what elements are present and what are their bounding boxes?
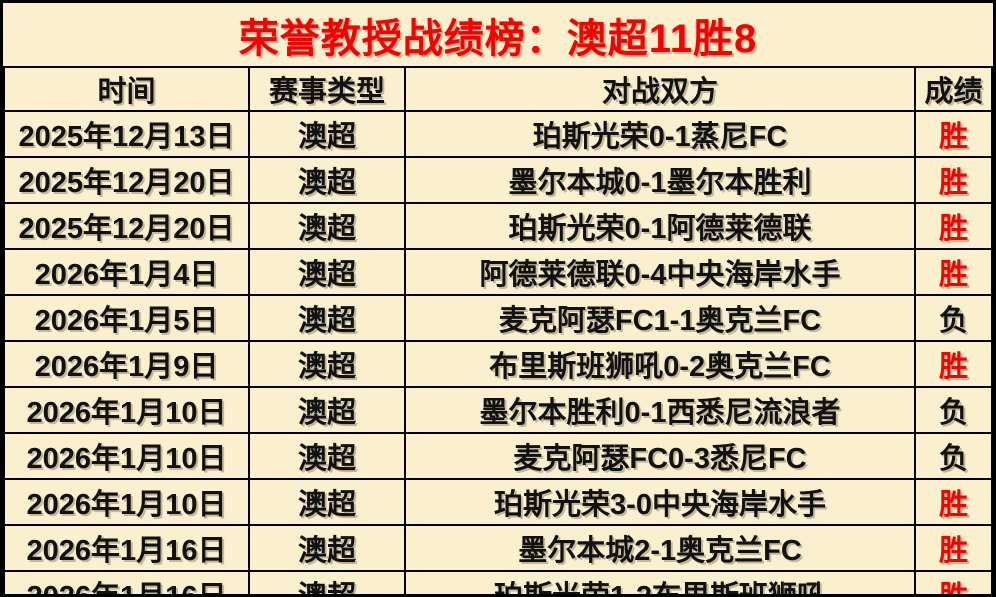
- result-cell: 胜: [914, 524, 993, 572]
- table-row: 2026年1月16日 澳超 墨尔本城2-1奥克兰FC 胜: [3, 524, 993, 572]
- competition-type-cell: 澳超: [248, 340, 406, 388]
- date-cell: 2026年1月4日: [3, 248, 250, 296]
- competition-type-cell: 澳超: [248, 386, 406, 434]
- result-cell: 胜: [914, 110, 993, 158]
- competition-type-cell: 澳超: [248, 570, 406, 594]
- matchup-cell: 墨尔本城0-1墨尔本胜利: [404, 156, 916, 204]
- competition-type-cell: 澳超: [248, 248, 406, 296]
- matchup-cell: 墨尔本城2-1奥克兰FC: [404, 524, 916, 572]
- col-header-competition-type: 赛事类型: [248, 66, 406, 112]
- table-body: 2025年12月13日 澳超 珀斯光荣0-1蒸尼FC 胜 2025年12月20日…: [3, 110, 993, 594]
- matchup-cell: 珀斯光荣3-0中央海岸水手: [404, 478, 916, 526]
- date-cell: 2025年12月20日: [3, 156, 250, 204]
- date-cell: 2026年1月16日: [3, 524, 250, 572]
- result-cell: 负: [914, 432, 993, 480]
- result-cell: 胜: [914, 478, 993, 526]
- table-row: 2026年1月16日 澳超 珀斯光荣1-2布里斯班狮吼 胜: [3, 570, 993, 594]
- date-cell: 2026年1月9日: [3, 340, 250, 388]
- matchup-cell: 阿德莱德联0-4中央海岸水手: [404, 248, 916, 296]
- col-header-time: 时间: [3, 66, 250, 112]
- table-row: 2025年12月13日 澳超 珀斯光荣0-1蒸尼FC 胜: [3, 110, 993, 158]
- date-cell: 2026年1月16日: [3, 570, 250, 594]
- col-header-matchup: 对战双方: [404, 66, 916, 112]
- competition-type-cell: 澳超: [248, 156, 406, 204]
- result-cell: 胜: [914, 248, 993, 296]
- matchup-cell: 麦克阿瑟FC0-3悉尼FC: [404, 432, 916, 480]
- date-cell: 2026年1月5日: [3, 294, 250, 342]
- table-row: 2026年1月4日 澳超 阿德莱德联0-4中央海岸水手 胜: [3, 248, 993, 296]
- matchup-cell: 珀斯光荣0-1阿德莱德联: [404, 202, 916, 250]
- date-cell: 2026年1月10日: [3, 386, 250, 434]
- result-cell: 负: [914, 386, 993, 434]
- competition-type-cell: 澳超: [248, 294, 406, 342]
- date-cell: 2026年1月10日: [3, 432, 250, 480]
- matchup-cell: 珀斯光荣1-2布里斯班狮吼: [404, 570, 916, 594]
- result-cell: 负: [914, 294, 993, 342]
- matchup-cell: 布里斯班狮吼0-2奥克兰FC: [404, 340, 916, 388]
- competition-type-cell: 澳超: [248, 110, 406, 158]
- competition-type-cell: 澳超: [248, 202, 406, 250]
- matchup-cell: 墨尔本胜利0-1西悉尼流浪者: [404, 386, 916, 434]
- result-cell: 胜: [914, 570, 993, 594]
- col-header-result: 成绩: [914, 66, 993, 112]
- record-table: 时间 赛事类型 对战双方 成绩 2025年12月13日 澳超 珀斯光荣0-1蒸尼…: [3, 66, 993, 594]
- header-row: 时间 赛事类型 对战双方 成绩: [3, 66, 993, 112]
- table-row: 2026年1月5日 澳超 麦克阿瑟FC1-1奥克兰FC 负: [3, 294, 993, 342]
- poster-title: 荣誉教授战绩榜：澳超11胜8: [238, 16, 758, 61]
- result-cell: 胜: [914, 202, 993, 250]
- table-row: 2025年12月20日 澳超 墨尔本城0-1墨尔本胜利 胜: [3, 156, 993, 204]
- matchup-cell: 麦克阿瑟FC1-1奥克兰FC: [404, 294, 916, 342]
- date-cell: 2025年12月13日: [3, 110, 250, 158]
- result-cell: 胜: [914, 156, 993, 204]
- table-row: 2025年12月20日 澳超 珀斯光荣0-1阿德莱德联 胜: [3, 202, 993, 250]
- matchup-cell: 珀斯光荣0-1蒸尼FC: [404, 110, 916, 158]
- table-row: 2026年1月10日 澳超 珀斯光荣3-0中央海岸水手 胜: [3, 478, 993, 526]
- table-row: 2026年1月10日 澳超 麦克阿瑟FC0-3悉尼FC 负: [3, 432, 993, 480]
- competition-type-cell: 澳超: [248, 478, 406, 526]
- table-row: 2026年1月9日 澳超 布里斯班狮吼0-2奥克兰FC 胜: [3, 340, 993, 388]
- competition-type-cell: 澳超: [248, 432, 406, 480]
- date-cell: 2025年12月20日: [3, 202, 250, 250]
- table-row: 2026年1月10日 澳超 墨尔本胜利0-1西悉尼流浪者 负: [3, 386, 993, 434]
- result-cell: 胜: [914, 340, 993, 388]
- competition-type-cell: 澳超: [248, 524, 406, 572]
- date-cell: 2026年1月10日: [3, 478, 250, 526]
